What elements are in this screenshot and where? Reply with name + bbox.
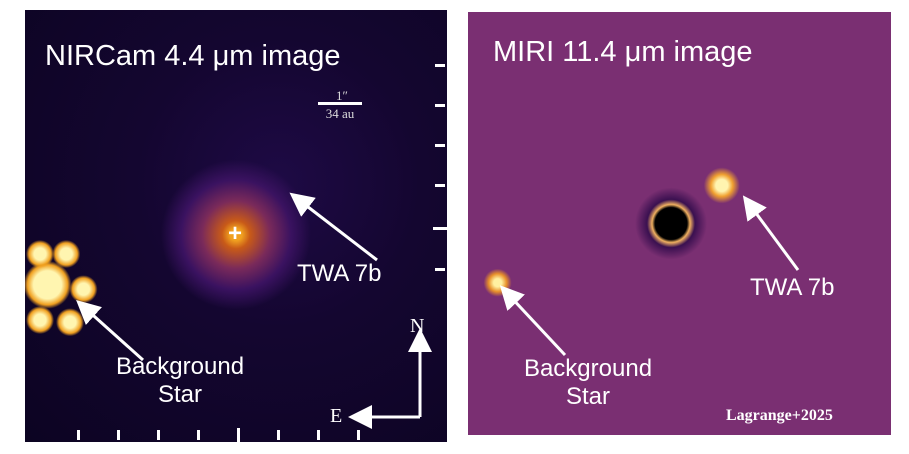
nircam-background-star-label: Background Star xyxy=(100,353,260,409)
twa7b-arrow xyxy=(742,195,800,271)
bg-label-line2: Star xyxy=(157,381,202,408)
bg-star-arrow xyxy=(499,285,567,357)
scale-bar-bottom: 34 au xyxy=(325,106,355,121)
bg-label-line1: Background xyxy=(115,353,245,380)
scale-bar xyxy=(318,102,362,105)
credit-text: Lagrange+2025 xyxy=(726,407,833,424)
miri-title: MIRI 11.4 μm image xyxy=(493,36,753,68)
nircam-title: NIRCam 4.4 μm image xyxy=(45,40,341,72)
miri-twa7b-label: TWA 7b xyxy=(750,274,835,301)
bg-star-arrow xyxy=(76,299,145,362)
miri-arrows xyxy=(499,195,800,357)
annotation-arrows xyxy=(76,192,432,429)
bg-label-line2: Star xyxy=(565,383,610,410)
nircam-twa7b-label: TWA 7b xyxy=(297,260,382,287)
nircam-image-panel: NIRCam 4.4 μm image 1″ 34 au + TWA 7b Ba… xyxy=(25,10,447,442)
star-position-cross-icon: + xyxy=(228,220,243,247)
compass-e: E xyxy=(330,405,343,427)
bg-label-line1: Background xyxy=(523,355,653,382)
scale-bar-top: 1″ xyxy=(336,88,348,103)
miri-image-panel: MIRI 11.4 μm image TWA 7b Background Star… xyxy=(468,12,891,435)
compass-n: N xyxy=(410,315,425,337)
miri-background-star-label: Background Star xyxy=(508,355,668,411)
twa7b-arrow xyxy=(289,192,378,262)
